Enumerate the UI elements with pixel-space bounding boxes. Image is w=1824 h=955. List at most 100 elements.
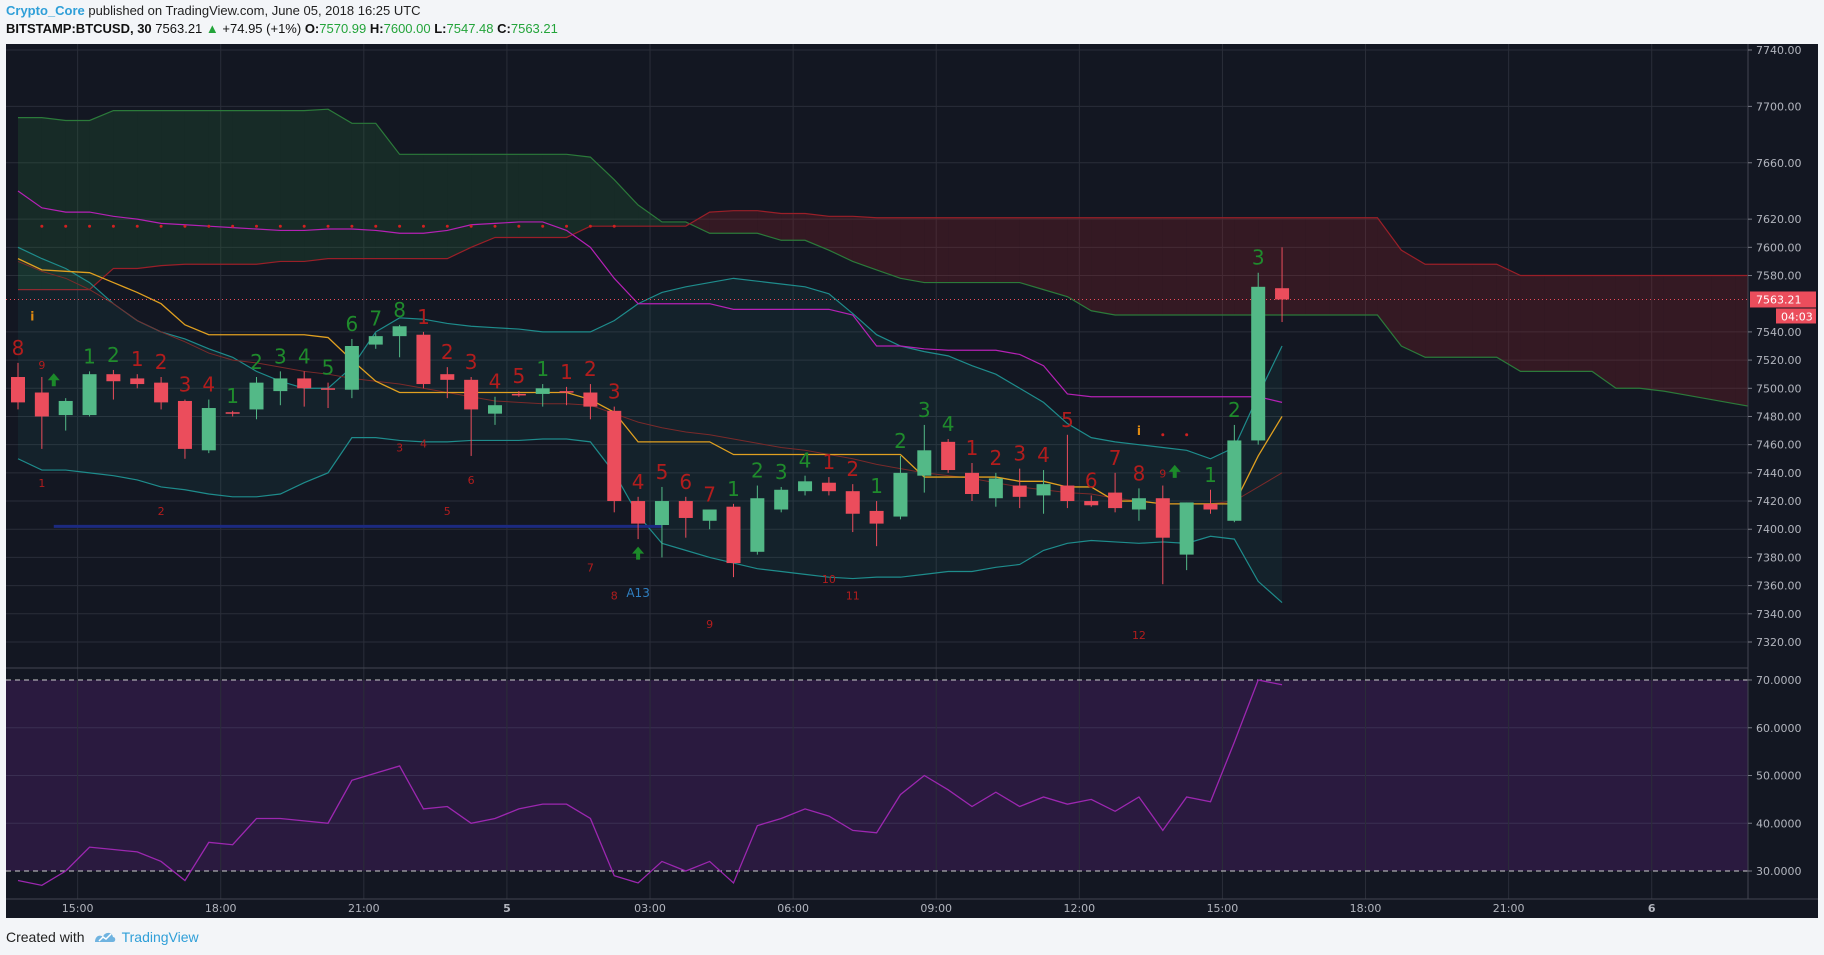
price-tick-label: 7420.00 <box>1756 495 1802 508</box>
td-count-label: 9 <box>38 359 45 372</box>
td-countdown-label: 3 <box>396 442 403 455</box>
td-countdown-label: 12 <box>1132 629 1146 642</box>
cloud-segment <box>208 110 233 265</box>
cloud-segment <box>41 117 66 290</box>
cloud-segment <box>1067 217 1092 311</box>
cloud-segment <box>304 109 329 262</box>
cloud-segment <box>709 210 734 234</box>
tradingview-logo-icon <box>94 932 115 942</box>
cloud-segment <box>685 212 710 234</box>
cloud-segment <box>184 110 209 265</box>
td-count-label: 8 <box>1133 461 1146 485</box>
candle-body <box>1084 501 1099 506</box>
close-value: 7563.21 <box>510 21 558 36</box>
cloud-segment <box>1329 217 1354 315</box>
last-price: 7563.21 <box>155 21 203 36</box>
red-dot <box>565 224 569 228</box>
candle-body <box>917 450 932 476</box>
price-axis-bg <box>1748 44 1818 918</box>
cloud-segment <box>351 123 376 259</box>
cloud-segment <box>399 154 424 259</box>
td-count-label: 8 <box>393 298 406 322</box>
cloud-segment <box>1162 217 1187 315</box>
grid <box>6 44 1748 899</box>
cloud-segment <box>661 221 686 227</box>
cloud-segment <box>471 154 495 248</box>
td-count-label: 7 <box>1109 446 1122 470</box>
candle-body <box>106 374 121 382</box>
td-count-label: 3 <box>918 398 931 422</box>
time-axis: 15:00 18:00 21:00 5 03:00 06:00 09:00 12:00 15:0… <box>62 902 1656 915</box>
td-count-label: 1 <box>1204 463 1217 487</box>
cloud-segment <box>447 154 472 259</box>
candle-body <box>1131 498 1146 510</box>
info-marker: i <box>1137 424 1141 438</box>
time-tick-label: 06:00 <box>777 902 809 915</box>
td-count-label: 4 <box>298 344 311 368</box>
chart-svg[interactable]: 89 1 2 1 23 4 12 3 4 56 7 8 12 34 5 1 1 234 5 67 12 3 4 1 212341… <box>6 44 1818 918</box>
cloud-segment <box>1663 275 1688 396</box>
candle-body <box>941 441 956 471</box>
td-count-label: 1 <box>131 347 144 371</box>
td-count-label: 6 <box>679 470 692 494</box>
red-dot <box>278 224 282 228</box>
time-tick-label: 09:00 <box>920 902 952 915</box>
bollinger-lower <box>17 437 1283 603</box>
buy-arrow-icon <box>47 373 60 387</box>
candle-body <box>535 388 550 394</box>
td-countdown-label: 2 <box>158 505 165 518</box>
small-red-dot <box>1185 433 1189 437</box>
td-count-label: 4 <box>942 412 955 436</box>
td-count-label: 1 <box>536 357 549 381</box>
candle-body <box>750 498 765 552</box>
senkou-span-b <box>18 210 1818 291</box>
candle-body <box>1036 484 1051 496</box>
td-count-label: 4 <box>632 470 645 494</box>
time-tick-label: 21:00 <box>1493 902 1525 915</box>
candle-body <box>845 491 860 514</box>
candle-body <box>583 392 598 407</box>
cloud-segment <box>1544 275 1569 372</box>
red-dot <box>302 224 306 228</box>
red-dot <box>350 224 354 228</box>
tradingview-link[interactable]: TradingView <box>93 929 199 945</box>
cloud-segment <box>1138 217 1163 315</box>
rsi-line <box>17 679 1283 887</box>
td-count-label: 2 <box>155 350 168 374</box>
candle-body <box>821 482 836 492</box>
cloud-segment <box>1043 217 1068 297</box>
cloud-segment <box>1019 217 1044 290</box>
author-link[interactable]: Crypto_Core <box>6 3 85 18</box>
cloud-segment <box>18 117 42 290</box>
cloud-segment <box>161 110 185 266</box>
price-tick-label: 7620.00 <box>1756 213 1802 226</box>
cloud-segment <box>280 110 305 262</box>
rsi-tick-label: 70.0000 <box>1756 674 1802 687</box>
price-tick-label: 7320.00 <box>1756 636 1802 649</box>
cloud-segment <box>900 217 925 283</box>
info-marker: i <box>30 310 34 324</box>
td-count-label: 4 <box>489 370 502 394</box>
price-tick-label: 7580.00 <box>1756 270 1802 283</box>
td-countdown-label: 7 <box>587 562 594 575</box>
cloud-segment <box>733 210 758 234</box>
red-dot <box>469 224 473 228</box>
last-price-box <box>1750 291 1816 308</box>
bollinger-upper <box>17 246 1283 460</box>
rsi-tick-label: 40.0000 <box>1756 817 1802 830</box>
cloud-segment <box>1210 217 1235 315</box>
cloud-segment <box>1711 275 1736 404</box>
cloud-segment <box>1472 264 1497 358</box>
red-dot <box>588 224 592 228</box>
cloud-segment <box>1615 275 1640 389</box>
candle-body <box>559 391 574 393</box>
cloud-segment <box>1425 264 1449 358</box>
td-countdown-label: 5 <box>444 505 451 518</box>
cloud-segment <box>1305 217 1330 315</box>
red-dot <box>183 224 187 228</box>
last-price-label: 7563.21 <box>1756 293 1802 306</box>
td-count-label: 2 <box>894 429 907 453</box>
red-dot <box>612 224 616 228</box>
